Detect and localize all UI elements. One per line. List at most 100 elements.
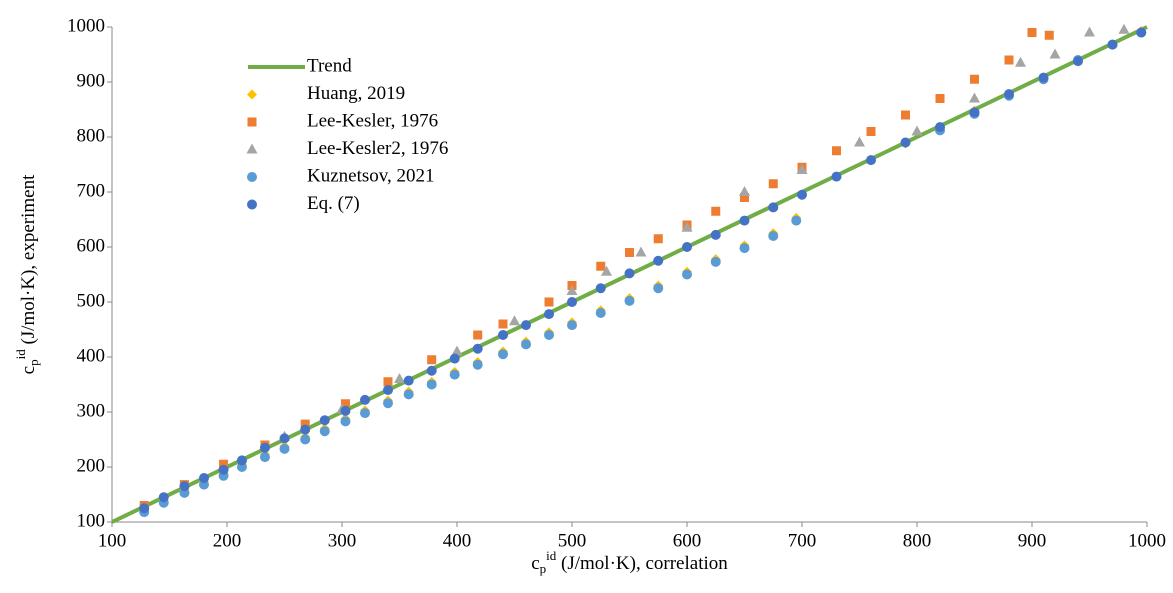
legend-marker	[247, 89, 257, 100]
legend-marker	[246, 143, 258, 154]
point	[319, 426, 330, 437]
point	[653, 283, 664, 294]
point	[1004, 89, 1014, 100]
legend-label: Lee-Kesler2, 1976	[307, 138, 448, 159]
legend-marker	[247, 117, 257, 127]
point	[682, 242, 692, 252]
y-tick-label: 200	[77, 455, 106, 476]
point	[595, 283, 606, 294]
x-tick-label: 300	[328, 530, 357, 551]
point	[624, 295, 635, 306]
point	[544, 297, 554, 307]
label-sub: p	[26, 359, 41, 366]
label-text: (J/mol·K), experiment	[18, 174, 39, 349]
y-tick-label: 100	[77, 510, 106, 531]
point	[236, 455, 247, 466]
label-sub: p	[540, 561, 547, 576]
point	[935, 122, 945, 133]
legend-marker	[247, 199, 257, 210]
point	[1136, 27, 1147, 38]
x-tick-label: 700	[788, 530, 817, 551]
x-tick-label: 600	[673, 530, 702, 551]
point	[521, 339, 531, 350]
y-tick-label: 500	[77, 290, 106, 311]
point	[383, 385, 393, 395]
point	[1049, 48, 1061, 59]
point	[300, 419, 310, 429]
point	[427, 355, 437, 365]
x-tick-label: 400	[443, 530, 472, 551]
point	[711, 206, 721, 216]
y-tick-label: 900	[77, 70, 106, 91]
point	[319, 415, 330, 426]
y-tick-label: 1000	[67, 15, 105, 36]
point	[449, 369, 460, 380]
point	[1027, 28, 1037, 37]
point	[219, 459, 229, 469]
point	[797, 189, 807, 200]
point	[449, 353, 460, 364]
point	[360, 408, 370, 419]
point	[566, 285, 578, 295]
point	[596, 261, 606, 271]
point	[567, 320, 577, 331]
point	[521, 320, 531, 331]
point	[544, 330, 554, 340]
label-sup: id	[13, 349, 28, 360]
point	[935, 94, 945, 103]
point	[832, 146, 841, 156]
point	[472, 359, 483, 370]
point	[340, 416, 351, 427]
y-tick-label: 300	[77, 400, 106, 421]
point	[969, 92, 980, 103]
point	[300, 434, 311, 445]
point	[1084, 26, 1095, 37]
point	[360, 394, 370, 405]
point	[498, 319, 508, 329]
point	[710, 229, 721, 240]
point	[179, 481, 190, 492]
point	[473, 330, 483, 340]
x-tick-label: 500	[558, 530, 587, 551]
point	[739, 186, 750, 196]
point	[383, 398, 393, 409]
point	[279, 443, 290, 454]
point	[595, 308, 606, 318]
point	[1044, 30, 1054, 40]
point	[854, 136, 865, 147]
point	[451, 345, 463, 356]
point	[472, 343, 483, 354]
point	[624, 268, 635, 279]
point	[796, 164, 808, 174]
point	[279, 433, 290, 444]
point	[768, 202, 779, 213]
label-sup: id	[546, 548, 557, 563]
point	[653, 255, 664, 266]
point	[1118, 23, 1130, 34]
point	[403, 375, 414, 386]
label-base: c	[18, 366, 39, 374]
point	[340, 405, 351, 416]
point	[218, 464, 229, 475]
point	[682, 269, 692, 280]
point	[601, 265, 612, 276]
point	[158, 492, 169, 503]
legend-label: Huang, 2019	[307, 83, 405, 104]
point	[970, 74, 979, 84]
xlabel: cpid (J/mol·K), correlation	[531, 548, 728, 576]
point	[383, 377, 393, 387]
point	[791, 215, 802, 226]
point	[866, 155, 876, 166]
point	[625, 248, 634, 257]
point	[653, 234, 663, 244]
x-tick-label: 200	[213, 530, 242, 551]
point	[681, 221, 693, 232]
point	[1073, 56, 1083, 67]
point	[911, 125, 923, 136]
y-tick-label: 700	[77, 180, 106, 201]
label-text: (J/mol·K), correlation	[556, 553, 728, 574]
ylabel: cpid (J/mol·K), experiment	[13, 174, 41, 374]
point	[544, 309, 554, 320]
point	[567, 297, 577, 307]
legend-marker	[247, 172, 257, 182]
